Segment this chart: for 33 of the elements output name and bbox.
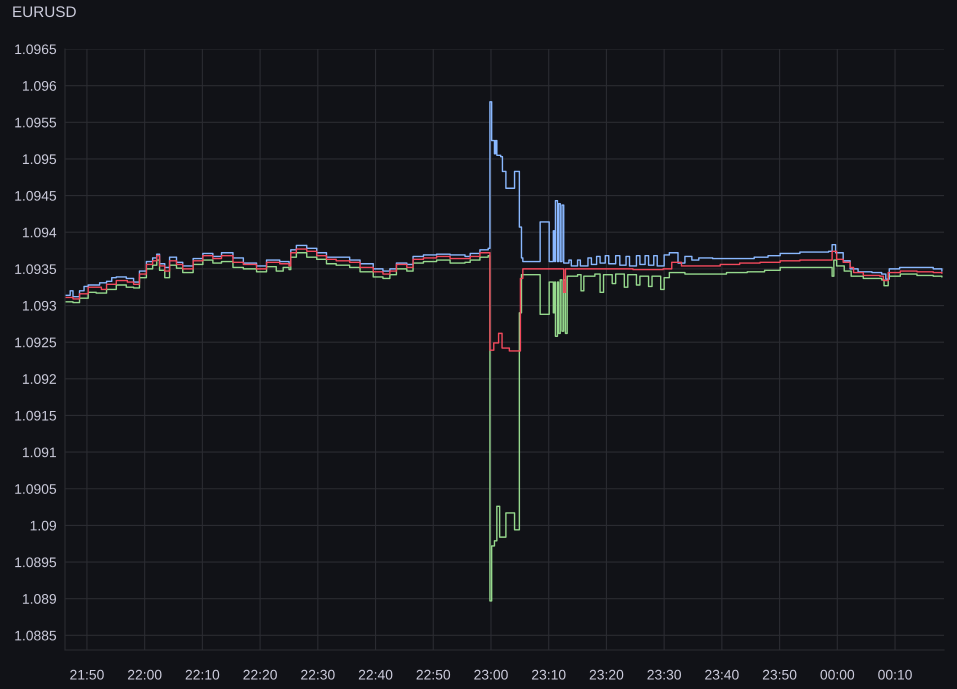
y-tick-label: 1.0955 <box>15 118 56 128</box>
x-tick-label: 22:20 <box>243 670 277 680</box>
x-tick-label: 22:40 <box>358 670 392 680</box>
x-tick-label: 22:30 <box>301 670 335 680</box>
y-tick-label: 1.09 <box>30 520 56 531</box>
y-tick-label: 1.0925 <box>15 338 56 348</box>
y-tick-label: 1.0905 <box>15 484 56 494</box>
y-tick-label: 1.092 <box>22 374 56 384</box>
y-tick-label: 1.0895 <box>15 557 56 568</box>
x-tick-label: 22:50 <box>416 670 450 680</box>
x-tick-label: 00:10 <box>878 670 912 680</box>
y-tick-label: 1.095 <box>22 154 56 164</box>
x-tick-label: 00:00 <box>820 670 854 680</box>
y-tick-label: 1.0935 <box>15 264 56 274</box>
y-tick-label: 1.0945 <box>15 190 56 201</box>
x-tick-label: 23:50 <box>762 670 796 680</box>
y-tick-label: 1.0915 <box>15 410 56 421</box>
x-tick-label: 22:10 <box>186 670 220 680</box>
x-tick-label: 22:00 <box>128 670 162 680</box>
x-tick-label: 23:30 <box>647 670 681 680</box>
y-tick-label: 1.093 <box>22 300 56 311</box>
y-tick-label: 1.089 <box>22 594 56 604</box>
x-tick-label: 21:50 <box>70 670 104 680</box>
y-tick-label: 1.0885 <box>15 630 56 641</box>
x-tick-label: 23:20 <box>590 670 624 680</box>
y-tick-label: 1.091 <box>22 447 56 458</box>
y-tick-label: 1.0965 <box>15 44 56 54</box>
x-tick-label: 23:10 <box>532 670 566 680</box>
chart-title: EURUSD <box>13 6 76 18</box>
x-tick-label: 23:00 <box>474 670 508 680</box>
y-tick-label: 1.096 <box>22 80 56 91</box>
y-tick-label: 1.094 <box>22 228 56 238</box>
x-tick-label: 23:40 <box>705 670 739 680</box>
